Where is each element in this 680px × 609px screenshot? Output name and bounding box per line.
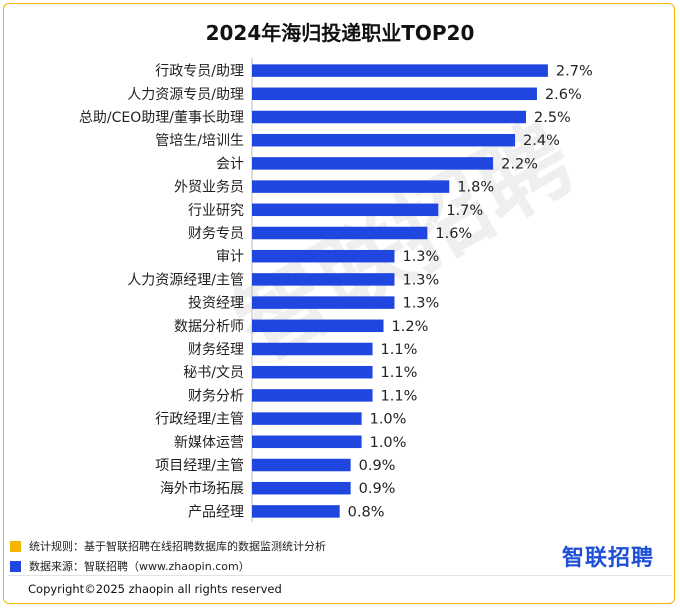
value-label: 2.5% — [534, 110, 571, 126]
brand-logo: 智联招聘 — [561, 546, 654, 571]
note-text: 统计规则：基于智联招聘在线招聘数据库的数据监测统计分析 — [29, 540, 326, 553]
bar — [252, 273, 395, 286]
bar — [252, 319, 384, 333]
value-label: 2.7% — [556, 64, 593, 80]
category-label: 财务专员 — [188, 226, 244, 242]
bar — [252, 505, 340, 518]
category-label: 数据分析师 — [174, 319, 244, 335]
category-label: 行政专员/助理 — [155, 64, 244, 80]
bar — [252, 133, 516, 147]
category-label: 管培生/培训生 — [155, 133, 244, 149]
value-label: 1.8% — [457, 180, 494, 196]
bar — [252, 342, 373, 356]
note-stat-rule: 统计规则：基于智联招聘在线招聘数据库的数据监测统计分析 — [10, 538, 326, 554]
bar — [252, 203, 439, 217]
category-label: 产品经理 — [188, 504, 244, 520]
value-label: 2.2% — [501, 156, 538, 172]
category-label: 总助/CEO助理/董事长助理 — [79, 110, 244, 126]
bar — [252, 435, 362, 449]
bar — [252, 389, 373, 402]
value-label: 1.1% — [381, 388, 418, 404]
bar — [252, 249, 395, 263]
note-text: 数据来源：智联招聘（www.zhaopin.com） — [29, 560, 250, 573]
category-label: 投资经理 — [188, 296, 244, 312]
bar — [252, 296, 395, 309]
value-label: 1.3% — [402, 296, 439, 312]
value-label: 1.7% — [446, 203, 483, 219]
yellow-square-icon — [10, 540, 21, 552]
chart-title: 2024年海归投递职业TOP20 — [206, 21, 475, 45]
value-label: 2.6% — [545, 87, 582, 103]
value-label: 0.9% — [359, 458, 396, 474]
bar — [252, 226, 428, 240]
bar — [252, 64, 548, 77]
bar — [252, 481, 351, 495]
value-label: 1.3% — [402, 249, 439, 265]
value-label: 2.4% — [523, 133, 560, 149]
value-label: 0.8% — [348, 504, 385, 520]
bar — [252, 458, 351, 472]
value-label: 0.9% — [359, 481, 396, 497]
category-label: 秘书/文员 — [183, 365, 244, 381]
blue-square-icon — [10, 560, 21, 572]
category-label: 审计 — [216, 249, 244, 265]
category-label: 财务分析 — [188, 388, 244, 404]
category-label: 财务经理 — [188, 342, 244, 358]
category-label: 行业研究 — [188, 203, 244, 219]
copyright-text: Copyright©2025 zhaopin all rights reserv… — [28, 582, 282, 596]
bar — [252, 412, 362, 425]
chart-frame — [3, 3, 675, 604]
bar — [252, 365, 373, 379]
category-label: 会计 — [216, 156, 244, 172]
bar — [252, 87, 537, 101]
category-label: 项目经理/主管 — [155, 458, 244, 474]
note-data-source: 数据来源：智联招聘（www.zhaopin.com） — [10, 558, 250, 574]
bar — [252, 157, 494, 170]
bar — [252, 110, 526, 124]
category-label: 人力资源经理/主管 — [127, 272, 244, 288]
value-label: 1.1% — [381, 365, 418, 381]
value-label: 1.0% — [370, 435, 407, 451]
category-label: 人力资源专员/助理 — [127, 87, 244, 103]
footer-divider — [8, 575, 672, 576]
category-label: 行政经理/主管 — [155, 412, 244, 428]
value-label: 1.2% — [392, 319, 429, 335]
value-label: 1.1% — [381, 342, 418, 358]
category-label: 海外市场拓展 — [160, 480, 244, 497]
category-label: 新媒体运营 — [174, 435, 244, 451]
value-label: 1.3% — [402, 272, 439, 288]
value-label: 1.6% — [435, 226, 472, 242]
value-label: 1.0% — [370, 412, 407, 428]
category-label: 外贸业务员 — [174, 180, 244, 196]
bar — [252, 180, 450, 193]
